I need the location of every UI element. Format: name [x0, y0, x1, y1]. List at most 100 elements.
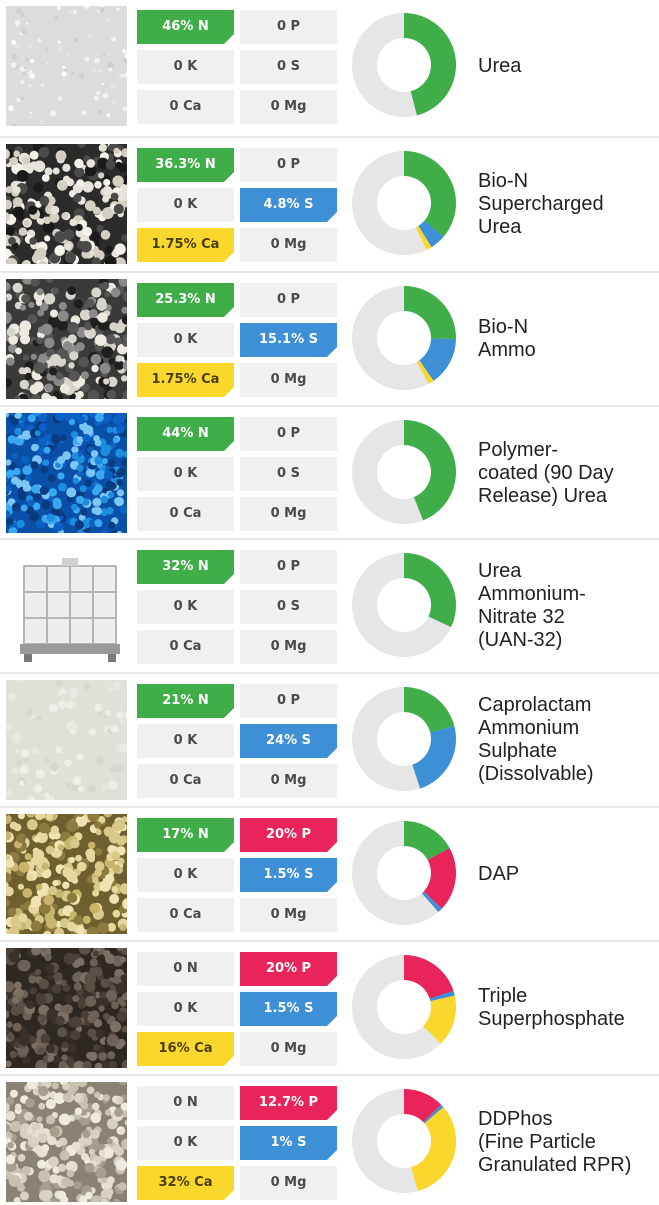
nutrient-badge-label: 0 Mg: [270, 99, 307, 114]
nutrient-badge-k: 0 K: [137, 50, 234, 84]
nutrient-badge-label: 0 Ca: [169, 639, 202, 654]
urea-granules-white-image: [6, 6, 127, 126]
row-divider: [0, 271, 659, 273]
nutrient-badge-s: 1.5% S: [240, 992, 337, 1026]
nutrient-badge-mg: 0 Mg: [240, 764, 337, 798]
badge-corner-fold: [224, 34, 234, 44]
product-row: 17% N 20% P 0 K 1.5% S 0 Ca 0 Mg DAP: [0, 811, 659, 937]
nutrient-badge-label: 0 K: [173, 733, 198, 748]
donut-segment-s: [412, 726, 457, 789]
nutrient-badge-label: 0 N: [173, 961, 198, 976]
nutrient-badge-label: 0 Ca: [169, 99, 202, 114]
nutrient-badge-n: 46% N: [137, 10, 234, 44]
nutrient-badge-p: 12.7% P: [240, 1086, 337, 1120]
product-row: 44% N 0 P 0 K 0 S 0 Ca 0 Mg Polymer-coated (90…: [0, 410, 659, 536]
product-thumbnail: [6, 680, 127, 800]
nutrient-badge-label: 32% Ca: [158, 1175, 213, 1190]
donut-segment-n: [404, 12, 457, 116]
donut-segment-n: [404, 553, 456, 628]
nutrient-badge-label: 0 Mg: [270, 1175, 307, 1190]
nutrient-badge-label: 0 K: [173, 599, 198, 614]
product-name: DAP: [478, 863, 519, 886]
nutrient-badge-label: 0 Mg: [270, 237, 307, 252]
product-row: 32% N 0 P 0 K 0 S 0 Ca 0 Mg Urea Ammonium- Nitra…: [0, 543, 659, 669]
nutrient-badge-n: 0 N: [137, 1086, 234, 1120]
granules-tan-image: [6, 814, 127, 934]
product-name-line: DDPhos: [478, 1108, 553, 1130]
nutrient-badge-k: 0 K: [137, 858, 234, 892]
nutrient-badge-n: 0 N: [137, 952, 234, 986]
nutrient-badge-p: 0 P: [240, 417, 337, 451]
product-name-line: Urea: [478, 560, 522, 582]
nutrient-badge-label: 0 Mg: [270, 639, 307, 654]
nutrient-badge-mg: 0 Mg: [240, 90, 337, 124]
nutrient-badge-label: 32% N: [162, 559, 209, 574]
product-name-line: Bio-N: [478, 170, 529, 192]
product-name-line: Urea: [478, 216, 522, 238]
donut-segment-n: [404, 420, 457, 521]
nutrient-badge-label: 44% N: [162, 426, 209, 441]
product-name-line: Ammo: [478, 339, 536, 361]
nutrient-badge-mg: 0 Mg: [240, 228, 337, 262]
nutrient-badge-mg: 0 Mg: [240, 630, 337, 664]
donut-segment-s: [418, 220, 444, 248]
product-name-line: Superphosphate: [478, 1008, 625, 1030]
nutrient-badge-label: 0 P: [276, 292, 301, 307]
badge-corner-fold: [224, 252, 234, 262]
nutrient-badge-label: 1% S: [270, 1135, 307, 1150]
nutrient-badge-label: 46% N: [162, 19, 209, 34]
badge-corner-fold: [327, 347, 337, 357]
nutrient-badge-label: 0 P: [276, 157, 301, 172]
product-row: 0 N 20% P 0 K 1.5% S 16% Ca 0 Mg Triple Superph…: [0, 945, 659, 1071]
badge-corner-fold: [327, 976, 337, 986]
nutrient-badge-label: 0 K: [173, 1001, 198, 1016]
nutrient-donut-chart: [352, 687, 457, 791]
row-divider: [0, 405, 659, 407]
badge-corner-fold: [224, 172, 234, 182]
nutrient-donut-chart: [352, 955, 457, 1059]
product-thumbnail: [6, 279, 127, 399]
product-name: Triple Superphosphate: [478, 985, 625, 1031]
nutrient-badge-ca: 0 Ca: [137, 497, 234, 531]
badge-corner-fold: [224, 708, 234, 718]
nutrient-badge-k: 0 K: [137, 992, 234, 1026]
nutrient-donut-chart: [352, 1089, 456, 1193]
nutrient-badge-label: 0 S: [277, 599, 300, 614]
nutrient-badge-p: 0 P: [240, 148, 337, 182]
nutrient-badge-s: 15.1% S: [240, 323, 337, 357]
nutrient-badge-ca: 1.75% Ca: [137, 228, 234, 262]
row-divider: [0, 1074, 659, 1076]
donut-segment-p: [404, 1089, 442, 1123]
nutrient-donut-chart: [352, 151, 456, 255]
nutrient-badge-n: 21% N: [137, 684, 234, 718]
nutrient-donut-chart: [352, 821, 457, 925]
nutrient-badge-label: 25.3% N: [155, 292, 216, 307]
nutrient-badge-ca: 0 Ca: [137, 630, 234, 664]
product-name-line: Urea: [478, 55, 522, 77]
nutrient-donut-chart: [352, 12, 457, 117]
badge-corner-fold: [327, 1016, 337, 1026]
nutrient-badge-s: 1.5% S: [240, 858, 337, 892]
nutrient-badge-p: 20% P: [240, 952, 337, 986]
donut-segment-n: [404, 687, 455, 733]
nutrient-badge-mg: 0 Mg: [240, 497, 337, 531]
product-name-line: Bio-N: [478, 316, 529, 338]
nutrient-badge-p: 0 P: [240, 10, 337, 44]
donut-segment-ca: [416, 360, 434, 384]
nutrient-badge-label: 0 Ca: [169, 773, 202, 788]
product-row: 36.3% N 0 P 0 K 4.8% S 1.75% Ca 0 Mg Bio-N Supe…: [0, 141, 659, 267]
nutrient-badge-label: 0 Ca: [169, 907, 202, 922]
nutrient-badge-s: 24% S: [240, 724, 337, 758]
nutrient-badge-n: 32% N: [137, 550, 234, 584]
product-name-line: Supercharged: [478, 193, 604, 215]
nutrient-badge-k: 0 K: [137, 457, 234, 491]
nutrient-badge-label: 0 P: [276, 426, 301, 441]
nutrient-badge-label: 0 P: [276, 559, 301, 574]
product-name-line: Nitrate 32: [478, 606, 565, 628]
nutrient-badge-label: 24% S: [265, 733, 311, 748]
nutrient-badge-label: 21% N: [162, 693, 209, 708]
nutrient-badge-ca: 16% Ca: [137, 1032, 234, 1066]
badge-corner-fold: [224, 1190, 234, 1200]
nutrient-badge-k: 0 K: [137, 590, 234, 624]
product-thumbnail: [6, 413, 127, 533]
